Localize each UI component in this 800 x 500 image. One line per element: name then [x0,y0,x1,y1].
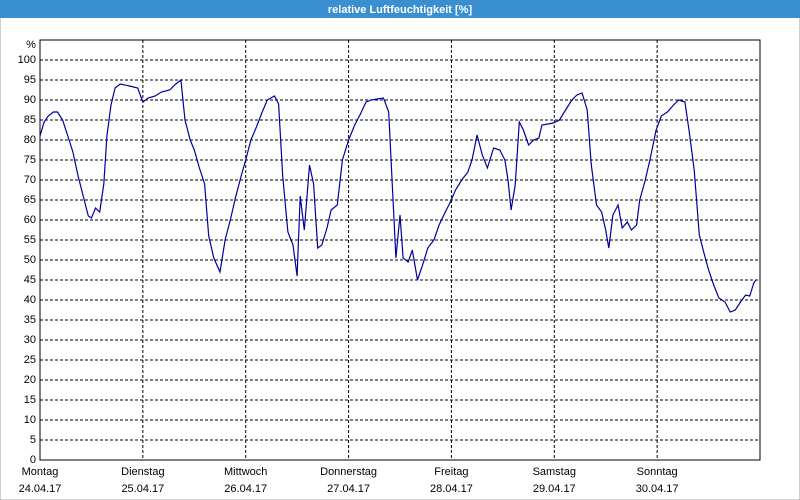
x-tick-date: 30.04.17 [636,483,679,495]
x-tick-label: Sonntag [637,466,678,478]
y-tick-label: 60 [24,214,36,226]
y-unit: % [26,39,36,51]
y-tick-label: 45 [24,274,36,286]
y-tick-label: 90 [24,94,36,106]
y-tick-label: 50 [24,254,36,266]
x-tick-date: 24.04.17 [19,483,62,495]
y-tick-label: 80 [24,134,36,146]
x-tick-label: Donnerstag [320,466,377,478]
y-tick-label: 85 [24,114,36,126]
x-tick-date: 28.04.17 [430,483,473,495]
y-tick-label: 40 [24,294,36,306]
y-tick-label: 65 [24,194,36,206]
x-tick-date: 27.04.17 [327,483,370,495]
y-tick-label: 55 [24,234,36,246]
y-tick-label: 70 [24,174,36,186]
x-tick-label: Freitag [434,466,468,478]
y-tick-label: 0 [30,454,36,466]
x-tick-label: Montag [22,466,59,478]
line-series [39,78,757,313]
x-tick-date: 26.04.17 [224,483,267,495]
x-tick-label: Samstag [533,466,576,478]
y-tick-label: 5 [30,434,36,446]
chart-title: relative Luftfeuchtigkeit [%] [328,4,473,16]
y-tick-label: 30 [24,334,36,346]
x-tick-label: Dienstag [121,466,164,478]
x-tick-date: 25.04.17 [121,483,164,495]
y-tick-label: 35 [24,314,36,326]
y-tick-label: 10 [24,414,36,426]
y-tick-label: 100 [18,54,36,66]
y-tick-label: 95 [24,74,36,86]
plot-border [39,39,761,461]
y-tick-label: 75 [24,154,36,166]
title-bar [0,0,800,18]
y-tick-label: 25 [24,354,36,366]
y-tick-label: 20 [24,374,36,386]
x-tick-date: 29.04.17 [533,483,576,495]
x-tick-label: Mittwoch [224,466,267,478]
y-tick-label: 15 [24,394,36,406]
